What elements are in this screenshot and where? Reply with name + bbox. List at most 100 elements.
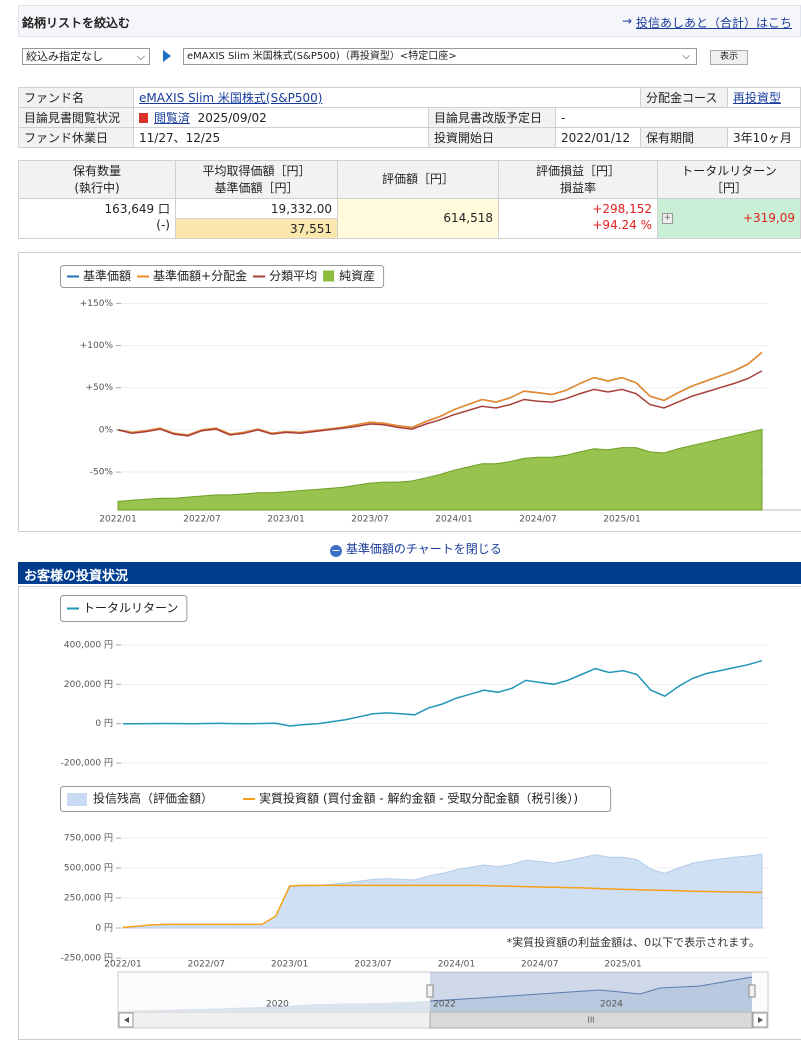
line xyxy=(122,884,763,929)
y-tick-label: +100% xyxy=(80,341,114,351)
doc-link[interactable]: 閲覧済 xyxy=(154,111,191,125)
h: 保有数量 xyxy=(72,164,121,178)
chart: +150% +100% +50% 0% -50% 2022/01 2022/07 2023/0… xyxy=(60,265,801,525)
navigator-label: 2022 xyxy=(433,1000,456,1010)
value-cell: 2022/01/12 xyxy=(555,127,641,148)
x-tick-label: 2022/01 xyxy=(99,515,136,525)
scroll-right[interactable] xyxy=(752,1012,768,1028)
header-link[interactable]: 投信あしあと（合計）はこち xyxy=(636,16,793,30)
y-tick-label: 0 円 xyxy=(95,923,113,934)
x-tick-label: 2024/01 xyxy=(435,515,472,525)
quantity: 163,649 口 xyxy=(104,202,170,216)
header-cell: トータルリターン ［円］ xyxy=(657,160,801,199)
navigator: 2020 2022 2024 III xyxy=(117,971,769,1029)
h: 基準価額［円］ xyxy=(214,181,299,195)
x-tick-label: 2022/07 xyxy=(183,515,220,525)
legend-label: 実質投資額 (買付金額 - 解約金額 - 受取分配金額（税引後）) xyxy=(259,791,578,806)
fund-link[interactable]: eMAXIS Slim 米国株式(S&P500) xyxy=(139,91,323,105)
scrollbar xyxy=(117,1011,769,1029)
x-tick-label: 2023/07 xyxy=(354,960,391,970)
x-tick-label: 2024/01 xyxy=(438,960,475,970)
nav-cell: 37,551 xyxy=(175,218,338,239)
legend-label: 基準価額+分配金 xyxy=(153,268,247,283)
y-tick-label: 500,000 円 xyxy=(64,863,113,874)
h: (執行中) xyxy=(74,181,120,195)
total-return: +319,09 xyxy=(742,211,795,225)
navigator-selection xyxy=(430,972,752,1012)
label-cell: 目論見書改版予定日 xyxy=(428,107,556,128)
legend xyxy=(60,265,385,288)
label-cell: ファンド休業日 xyxy=(18,127,134,148)
area xyxy=(122,853,763,929)
h: 評価損益［円］ xyxy=(535,164,620,178)
chart-box xyxy=(18,252,801,532)
chart: 750,000 円 500,000 円 250,000 円 0 円 -250,000 円… xyxy=(60,786,768,970)
navigator-line xyxy=(429,976,753,1002)
pending: (-) xyxy=(156,218,170,232)
header-arrow: → xyxy=(622,14,633,28)
y-tick-label: 750,000 円 xyxy=(64,833,113,844)
navigator-handle[interactable] xyxy=(426,984,434,998)
course-link[interactable]: 再投資型 xyxy=(733,91,782,105)
header-bar xyxy=(18,5,801,37)
legend-label: 分類平均 xyxy=(269,269,317,283)
toggle-text: 基準価額のチャートを閉じる xyxy=(345,542,502,556)
legend-swatch xyxy=(323,270,335,282)
toggle-icon: − xyxy=(330,544,342,557)
select-arrow: ⌵ xyxy=(682,51,690,62)
chart: 400,000 円 200,000 円 0 円 -200,000 円 トータルリターン xyxy=(60,595,768,769)
section-bar xyxy=(18,562,801,584)
fund-name: eMAXIS Slim 米国株式(S&P500) xyxy=(133,87,641,108)
value-cell: 閲覧済 2025/09/02 xyxy=(133,107,429,128)
x-tick-label: 2025/01 xyxy=(604,960,641,970)
header-cell: 評価損益［円］ 損益率 xyxy=(498,160,658,199)
scroll-thumb[interactable] xyxy=(429,1011,753,1029)
scroll-left[interactable] xyxy=(118,1012,134,1028)
x-tick-label: 2023/07 xyxy=(351,515,388,525)
chart-box xyxy=(18,586,801,1040)
h: トータルリターン xyxy=(681,164,777,178)
play-icon xyxy=(163,50,171,62)
date: 2025/09/02 xyxy=(197,111,267,125)
select-text: 絞込み指定なし xyxy=(26,50,103,63)
y-tick-label: 0 円 xyxy=(95,718,113,729)
navigator-area xyxy=(118,977,752,1011)
x-tick-label: 2022/01 xyxy=(104,960,141,970)
y-tick-label: -200,000 円 xyxy=(61,758,113,769)
x-tick-label: 2024/07 xyxy=(519,515,556,525)
section-title: お客様の投資状況 xyxy=(24,569,129,584)
value-cell: 再投資型 xyxy=(727,87,801,108)
filter-select[interactable]: 絞込み指定なし ⌵ xyxy=(22,48,150,65)
y-tick-label: 400,000 円 xyxy=(64,640,113,651)
pl-rate: +94.24 % xyxy=(592,218,652,232)
y-tick-label: -50% xyxy=(90,468,114,478)
y-tick-label: +50% xyxy=(85,383,113,393)
value-cell: - xyxy=(555,107,801,128)
navigator-handle[interactable] xyxy=(748,984,756,998)
expand-icon[interactable]: + xyxy=(662,213,673,224)
x-tick-label: 2025/01 xyxy=(603,515,640,525)
arrow xyxy=(124,1017,129,1023)
pl-cell: +298,152 +94.24 % xyxy=(498,198,658,239)
value-cell: 3年10ヶ月 xyxy=(727,127,801,148)
show-button[interactable]: 表示 xyxy=(710,50,748,65)
value-cell: 11/27、12/25 xyxy=(133,127,429,148)
pdf-icon xyxy=(139,113,148,123)
total-return-cell: + +319,09 xyxy=(657,198,801,239)
fund-select[interactable]: eMAXIS Slim 米国株式(S&P500)（再投資型）<特定口座> ⌵ xyxy=(183,48,697,65)
area xyxy=(117,428,763,511)
line xyxy=(117,351,763,436)
header-cell: 平均取得価額［円］ 基準価額［円］ xyxy=(175,160,338,199)
select-text: eMAXIS Slim 米国株式(S&P500)（再投資型）<特定口座> xyxy=(187,51,457,62)
scroll-grip: III xyxy=(587,1016,594,1025)
h: 平均取得価額［円］ xyxy=(202,164,311,178)
line xyxy=(117,370,763,437)
toggle[interactable]: − 基準価額のチャートを閉じる xyxy=(330,540,502,557)
navigator-label: 2020 xyxy=(266,1000,289,1010)
legend-label: 純資産 xyxy=(339,268,375,283)
quantity-cell: 163,649 口 (-) xyxy=(18,198,176,239)
y-tick-label: 200,000 円 xyxy=(64,679,113,690)
y-tick-label: +150% xyxy=(80,299,114,309)
